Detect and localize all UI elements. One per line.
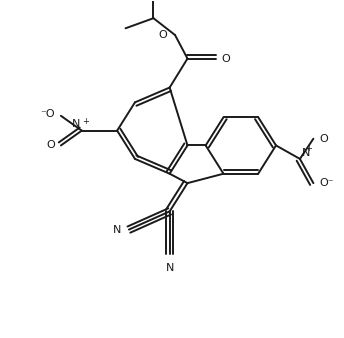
Text: O: O: [222, 54, 230, 64]
Text: O: O: [320, 134, 328, 144]
Text: ⁻O: ⁻O: [40, 110, 55, 119]
Text: +: +: [83, 117, 89, 126]
Text: N: N: [302, 148, 310, 158]
Text: N: N: [113, 224, 121, 235]
Text: O: O: [159, 30, 168, 40]
Text: O⁻: O⁻: [320, 178, 334, 188]
Text: N: N: [72, 119, 80, 129]
Text: O: O: [46, 140, 55, 150]
Text: +: +: [305, 144, 312, 153]
Text: N: N: [165, 263, 174, 273]
